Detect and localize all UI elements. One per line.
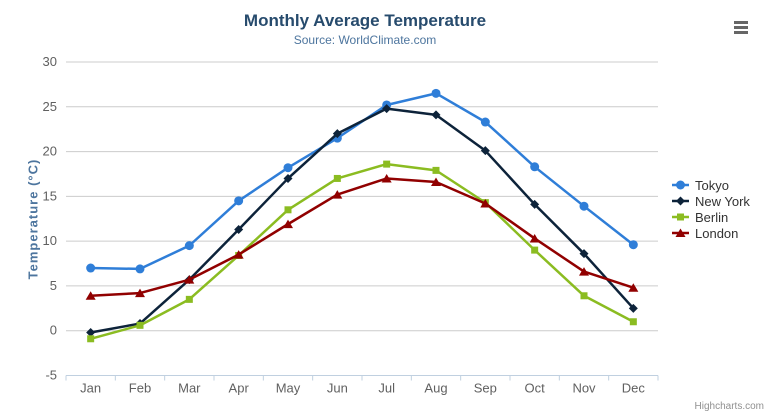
svg-text:5: 5 <box>50 278 57 293</box>
svg-text:10: 10 <box>43 233 57 248</box>
svg-text:May: May <box>276 381 301 396</box>
series-new-york[interactable] <box>86 104 638 338</box>
svg-text:15: 15 <box>43 188 57 203</box>
svg-text:Jun: Jun <box>327 381 348 396</box>
svg-text:Nov: Nov <box>572 381 596 396</box>
chart-subtitle: Source: WorldClimate.com <box>293 33 437 47</box>
svg-text:0: 0 <box>50 323 57 338</box>
svg-text:Sep: Sep <box>474 381 497 396</box>
legend-label: New York <box>695 193 750 209</box>
legend-label: Tokyo <box>695 177 729 193</box>
legend-label: Berlin <box>695 209 729 225</box>
svg-text:Apr: Apr <box>229 381 250 396</box>
diamond-series-marker-icon <box>672 196 689 206</box>
hamburger-bar <box>734 30 748 34</box>
legend-item-tokyo[interactable]: Tokyo <box>672 177 750 193</box>
triangle-series-marker-icon <box>672 228 689 237</box>
svg-text:20: 20 <box>43 144 57 159</box>
series-tokyo[interactable] <box>86 88 638 274</box>
chart-title: Monthly Average Temperature <box>243 11 487 30</box>
circle-series-marker-icon <box>672 180 689 190</box>
svg-text:Jul: Jul <box>378 381 395 396</box>
svg-text:Dec: Dec <box>622 381 646 396</box>
svg-text:Mar: Mar <box>178 381 201 396</box>
legend-label: London <box>695 225 739 241</box>
svg-text:Jan: Jan <box>80 381 101 396</box>
hamburger-bar <box>734 25 748 29</box>
svg-text:Aug: Aug <box>424 381 447 396</box>
svg-text:30: 30 <box>43 54 57 69</box>
svg-text:Feb: Feb <box>129 381 151 396</box>
series-london[interactable] <box>85 173 639 300</box>
legend: Tokyo New York Berlin London <box>672 177 750 241</box>
square-series-marker-icon <box>672 213 689 221</box>
svg-text:Oct: Oct <box>525 381 546 396</box>
legend-item-berlin[interactable]: Berlin <box>672 209 750 225</box>
legend-item-new-york[interactable]: New York <box>672 193 750 209</box>
legend-item-london[interactable]: London <box>672 225 750 241</box>
hamburger-menu-icon[interactable] <box>733 19 749 35</box>
svg-text:25: 25 <box>43 99 57 114</box>
hamburger-bar <box>734 20 748 24</box>
credits-link[interactable]: Highcharts.com <box>694 401 764 412</box>
svg-text:-5: -5 <box>45 368 57 383</box>
